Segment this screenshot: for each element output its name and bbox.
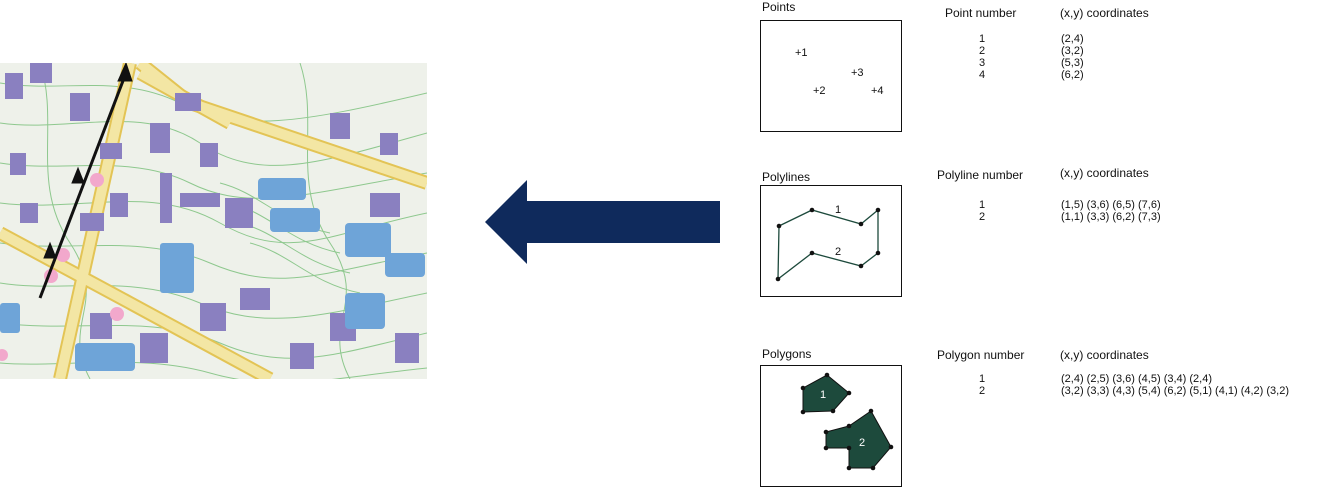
points-col-number: Point number xyxy=(945,6,1017,20)
polygons-col-coords: (x,y) coordinates xyxy=(1060,348,1149,362)
left-arrow-icon xyxy=(485,180,720,264)
map-icon xyxy=(0,63,427,379)
polygons-col-number: Polygon number xyxy=(937,348,1025,362)
polygons-row-number: 1 xyxy=(978,373,986,385)
points-row-number: 1 xyxy=(978,33,986,45)
polyline-label: 2 xyxy=(835,246,842,258)
points-row-number: 3 xyxy=(978,57,986,69)
points-row-number: 4 xyxy=(978,69,986,81)
polylines-row-number: 1 xyxy=(978,199,986,211)
polygons-box: 1 2 xyxy=(760,365,902,487)
polygons-row-number: 2 xyxy=(978,385,986,397)
polylines-row-number: 2 xyxy=(978,211,986,223)
polygons-title: Polygons xyxy=(762,347,812,361)
point-marker: +1 xyxy=(795,47,808,59)
points-row-number: 2 xyxy=(978,45,986,57)
points-col-coords: (x,y) coordinates xyxy=(1060,6,1149,20)
points-box: +1 +2 +3 +4 xyxy=(760,20,902,132)
map-thumbnail xyxy=(0,63,427,379)
points-row-coords: (6,2) xyxy=(1061,69,1084,81)
polygons-diagram xyxy=(800,372,894,471)
polygons-row-coords: (3,2) (3,3) (4,3) (5,4) (6,2) (5,1) (4,1… xyxy=(1061,385,1290,397)
polyline-label: 1 xyxy=(835,204,842,216)
polylines-col-coords: (x,y) coordinates xyxy=(1060,166,1149,180)
polylines-row-coords: (1,1) (3,3) (6,2) (7,3) xyxy=(1061,211,1161,223)
polygon-label: 2 xyxy=(859,437,866,449)
polylines-row-coords: (1,5) (3,6) (6,5) (7,6) xyxy=(1061,199,1161,211)
polygons-row-coords: (2,4) (2,5) (3,6) (4,5) (3,4) (2,4) xyxy=(1061,373,1212,385)
points-row-coords: (3,2) xyxy=(1061,45,1084,57)
point-marker: +2 xyxy=(813,85,826,97)
point-marker: +3 xyxy=(851,67,864,79)
polylines-diagram xyxy=(775,207,881,282)
points-title: Points xyxy=(762,0,796,14)
points-row-coords: (5,3) xyxy=(1061,57,1084,69)
points-row-coords: (2,4) xyxy=(1061,33,1084,45)
polylines-title: Polylines xyxy=(762,170,811,184)
polylines-col-number: Polyline number xyxy=(937,168,1024,182)
polylines-box: 1 2 xyxy=(760,185,902,297)
polygon-label: 1 xyxy=(820,389,827,401)
point-marker: +4 xyxy=(871,85,884,97)
